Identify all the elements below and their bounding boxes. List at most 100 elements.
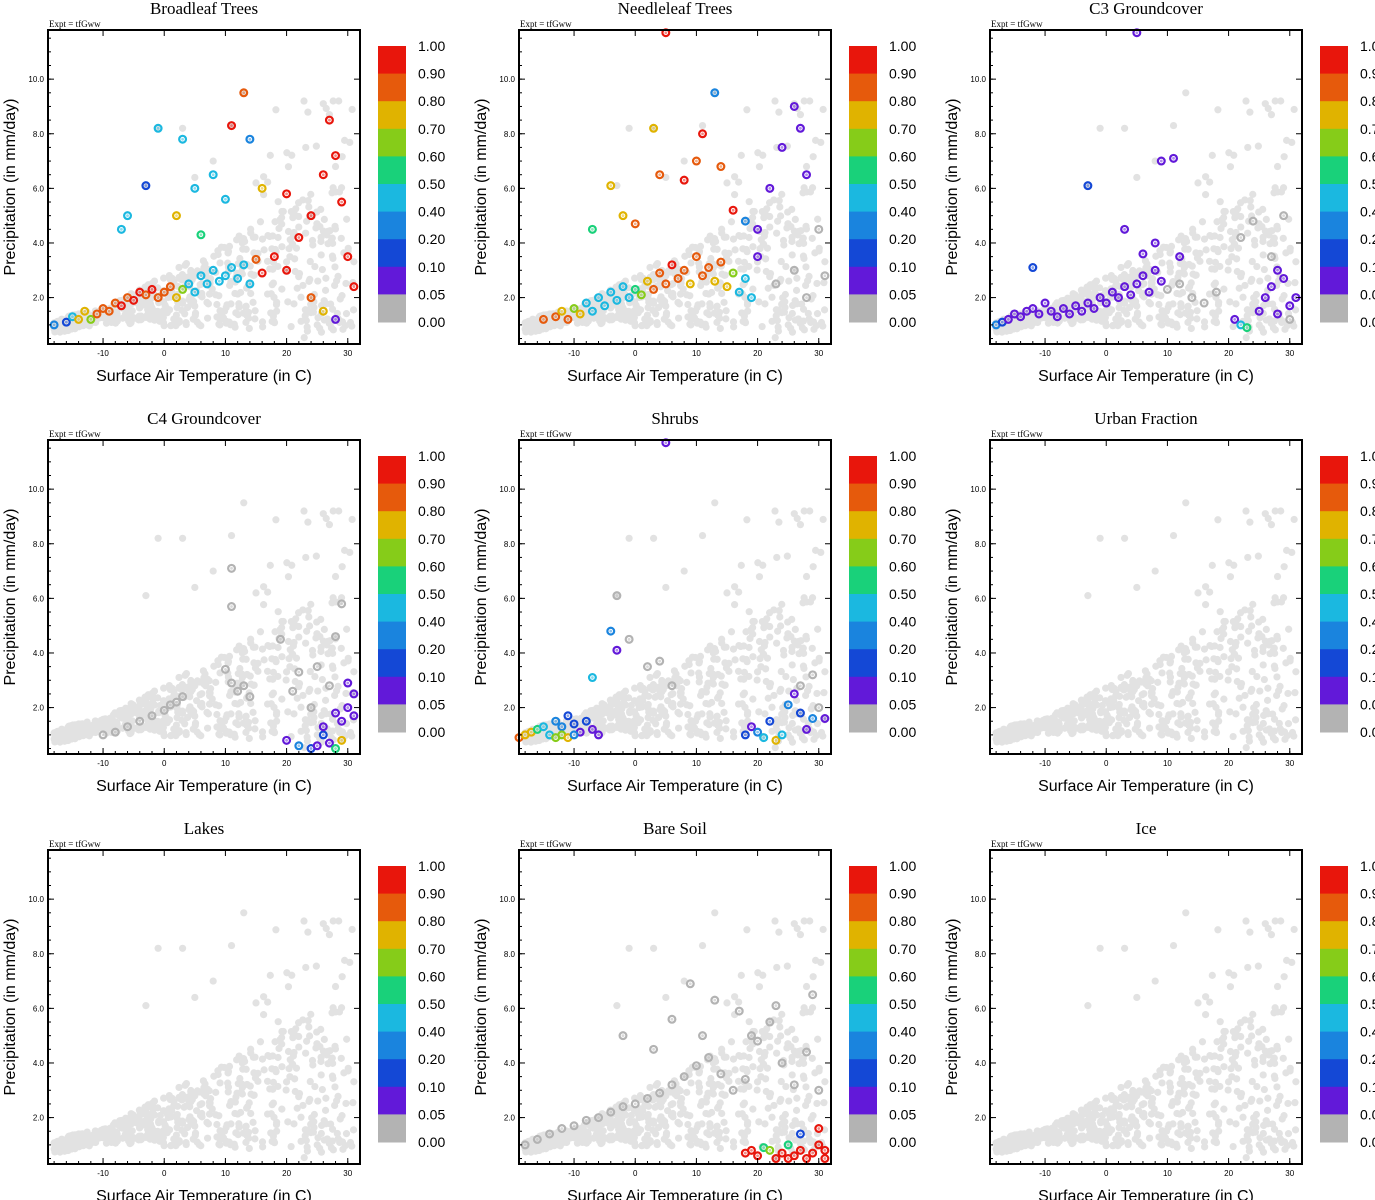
y-tick-label: 6.0	[33, 594, 45, 603]
background-point	[1176, 311, 1184, 319]
colorbar-label: 0.05	[418, 286, 445, 302]
data-point-core	[138, 290, 142, 294]
background-point	[814, 625, 822, 633]
y-axis-label: Precipitation (in mm/day)	[944, 99, 961, 276]
background-point	[691, 653, 699, 662]
data-point-core	[334, 711, 337, 715]
background-point	[213, 300, 221, 309]
colorbar-label: 1.00	[418, 448, 445, 464]
y-tick-label: 10.0	[970, 75, 986, 84]
expt-label: Expt = tfGww	[49, 839, 101, 849]
data-point	[746, 722, 756, 732]
background-point	[348, 515, 356, 524]
data-point-core	[1239, 236, 1243, 239]
background-point	[680, 157, 688, 165]
background-point	[1246, 108, 1254, 116]
background-point	[1188, 672, 1196, 680]
data-point-core	[1141, 274, 1145, 278]
background-point	[1198, 218, 1207, 226]
background-point	[203, 314, 212, 322]
background-point	[216, 717, 224, 725]
background-point	[807, 317, 815, 325]
colorbar-box	[378, 511, 406, 540]
x-axis-label: Surface Air Temperature (in C)	[567, 778, 783, 795]
background-point	[331, 673, 339, 681]
background-point	[175, 673, 183, 682]
background-point	[776, 203, 784, 211]
data-point	[722, 282, 732, 292]
data-point-core	[566, 736, 570, 740]
data-point-core	[297, 744, 301, 748]
background-point	[1145, 675, 1154, 683]
background-point	[674, 314, 683, 322]
data-point-core	[168, 285, 172, 289]
data-point-core	[633, 287, 637, 291]
background-point	[1147, 278, 1156, 286]
background-point	[1198, 628, 1207, 636]
y-axis-label: Precipitation (in mm/day)	[473, 99, 490, 276]
colorbar-label: 0.20	[889, 231, 916, 247]
background-point	[802, 572, 811, 581]
x-axis-label: Surface Air Temperature (in C)	[96, 778, 312, 795]
data-point	[214, 276, 224, 286]
x-tick-label: 0	[633, 349, 638, 358]
background-point	[305, 622, 314, 630]
background-point	[1267, 521, 1276, 529]
data-point-core	[224, 274, 227, 278]
y-tick-label: 4.0	[33, 649, 45, 658]
background-point	[1259, 251, 1267, 259]
background-point	[1085, 283, 1093, 291]
background-point	[266, 151, 274, 159]
background-point	[775, 108, 783, 116]
data-point-core	[615, 648, 619, 652]
background-point	[720, 271, 729, 279]
background-point	[1135, 677, 1143, 685]
background-point	[321, 286, 330, 294]
background-point	[1126, 273, 1134, 281]
background-point	[1237, 223, 1245, 231]
data-point	[649, 123, 659, 133]
colorbar-label: 0.80	[1360, 503, 1375, 519]
y-axis-label: Precipitation (in mm/day)	[2, 509, 19, 686]
background-point	[1210, 691, 1218, 699]
background-point	[1237, 270, 1246, 278]
data-point	[1144, 287, 1154, 297]
background-point	[766, 680, 775, 688]
background-point	[329, 326, 337, 334]
data-point	[1113, 293, 1123, 303]
data-point	[808, 670, 818, 680]
background-point	[758, 207, 766, 216]
data-point-core	[144, 293, 148, 297]
background-point	[1273, 222, 1281, 230]
data-point	[349, 689, 359, 699]
background-point	[1140, 690, 1148, 698]
data-point-core	[181, 695, 184, 699]
background-point	[1123, 671, 1131, 679]
data-point	[141, 181, 151, 191]
background-point	[286, 253, 294, 261]
data-point-core	[1153, 241, 1157, 245]
background-point	[819, 105, 827, 114]
data-point	[331, 151, 341, 161]
background-point	[775, 197, 783, 205]
background-point	[82, 721, 91, 730]
colorbar-label: 0.70	[889, 531, 916, 547]
background-point	[749, 243, 757, 251]
background-point	[1211, 642, 1219, 650]
background-point	[317, 647, 325, 656]
background-point	[802, 632, 810, 640]
data-point-core	[340, 738, 344, 742]
data-points	[49, 88, 359, 330]
data-point-core	[309, 214, 313, 218]
background-point	[625, 717, 633, 725]
background-point	[294, 199, 303, 207]
background-point	[198, 703, 206, 711]
data-point-core	[224, 667, 227, 671]
background-point	[227, 531, 236, 540]
background-point	[741, 317, 749, 325]
background-point	[335, 97, 343, 105]
background-point	[811, 659, 819, 667]
background-point	[761, 638, 769, 647]
background-point	[241, 303, 250, 311]
